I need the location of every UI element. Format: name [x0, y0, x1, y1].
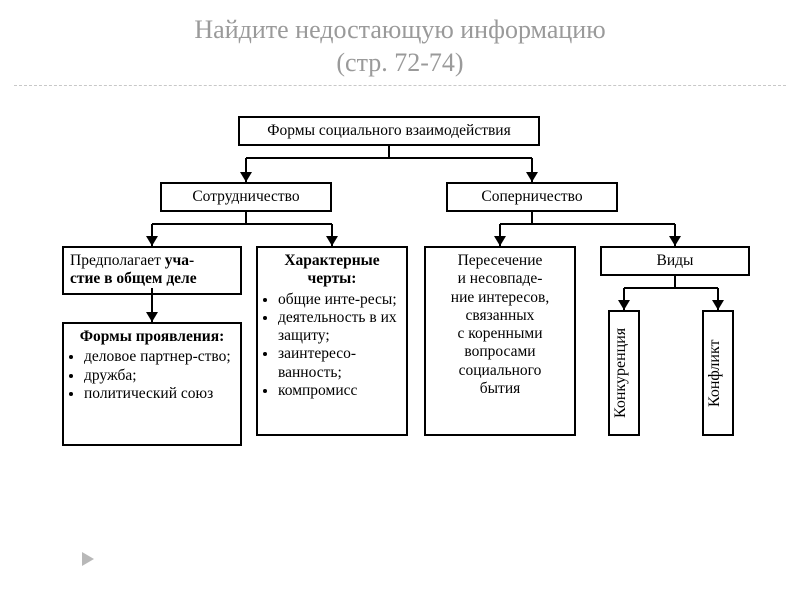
arrow-head [146, 312, 158, 322]
node-rival: Соперничество [446, 182, 618, 212]
title-line-2: (стр. 72-74) [336, 48, 463, 77]
arrow-head [712, 300, 724, 310]
title-line-1: Найдите недостающую информацию [194, 15, 605, 44]
node-conflict: Конфликт [702, 310, 734, 436]
arrow-head [669, 236, 681, 246]
arrow-head [146, 236, 158, 246]
arrow-head [494, 236, 506, 246]
node-forms: Формы проявления:деловое партнер-ство;др… [62, 322, 242, 446]
node-inter: Пересечениеи несовпаде-ние интересов,свя… [424, 246, 576, 436]
arrow-head [240, 172, 252, 182]
slide-marker-icon [82, 552, 94, 566]
node-types: Виды [600, 246, 750, 276]
arrow-head [326, 236, 338, 246]
node-coop: Сотрудничество [160, 182, 332, 212]
diagram-canvas: Формы социального взаимодействия Сотрудни… [0, 86, 800, 586]
node-root: Формы социального взаимодействия [238, 116, 540, 146]
arrow-head [526, 172, 538, 182]
node-compet: Конкуренция [608, 310, 640, 436]
page-title: Найдите недостающую информацию (стр. 72-… [0, 0, 800, 79]
node-traits: Характерные черты:общие инте-ресы;деятел… [256, 246, 408, 436]
arrow-head [618, 300, 630, 310]
